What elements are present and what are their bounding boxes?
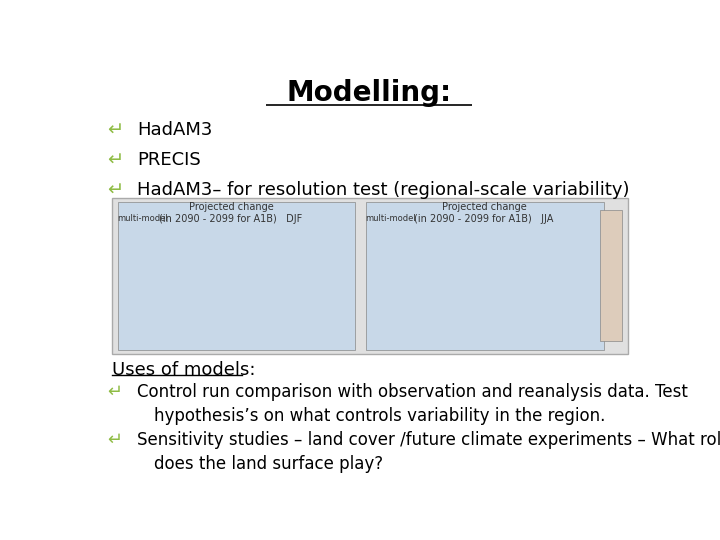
Bar <box>600 211 622 341</box>
Text: Projected change
(in 2090 - 2099 for A1B)   DJF: Projected change (in 2090 - 2099 for A1B… <box>159 202 302 224</box>
Text: PRECIS: PRECIS <box>138 151 201 169</box>
Text: Projected change
(in 2090 - 2099 for A1B)   JJA: Projected change (in 2090 - 2099 for A1B… <box>414 202 554 224</box>
Text: ↵: ↵ <box>107 383 122 401</box>
Text: does the land surface play?: does the land surface play? <box>154 455 383 473</box>
Bar <box>366 202 604 349</box>
Text: multi-model: multi-model <box>117 214 168 224</box>
Text: HadAM3: HadAM3 <box>138 121 213 139</box>
Text: Modelling:: Modelling: <box>287 79 451 107</box>
Text: Sensitivity studies – land cover /future climate experiments – What role: Sensitivity studies – land cover /future… <box>138 431 720 449</box>
Text: HadAM3– for resolution test (regional-scale variability): HadAM3– for resolution test (regional-sc… <box>138 181 630 199</box>
Bar <box>118 202 356 349</box>
Text: ↵: ↵ <box>107 151 123 170</box>
Text: multi-model: multi-model <box>365 214 416 224</box>
Text: Uses of models:: Uses of models: <box>112 361 256 379</box>
Text: ↵: ↵ <box>107 121 123 140</box>
Text: ↵: ↵ <box>107 181 123 200</box>
Text: ↵: ↵ <box>107 431 122 449</box>
Text: hypothesis’s on what controls variability in the region.: hypothesis’s on what controls variabilit… <box>154 407 606 425</box>
Bar <box>112 198 629 354</box>
Text: Control run comparison with observation and reanalysis data. Test: Control run comparison with observation … <box>138 383 688 401</box>
